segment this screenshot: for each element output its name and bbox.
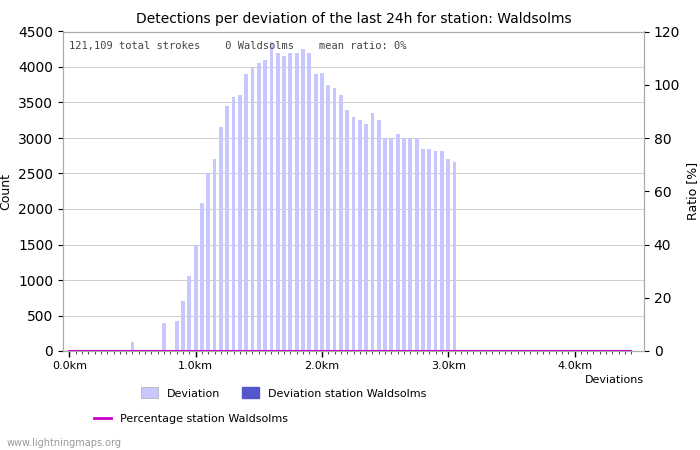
Bar [428, 148, 431, 351]
Y-axis label: Ratio [%]: Ratio [%] [686, 162, 699, 220]
Bar [219, 127, 223, 351]
Bar [213, 159, 216, 351]
Percentage station Waldsolms [141, 348, 149, 354]
Bar [434, 151, 438, 351]
Bar [402, 138, 406, 351]
Bar [307, 53, 312, 351]
Bar [257, 63, 260, 351]
Bar [370, 113, 374, 351]
Bar [383, 138, 387, 351]
Bar [453, 162, 456, 351]
Bar [364, 124, 368, 351]
Bar [314, 74, 318, 351]
Title: Detections per deviation of the last 24h for station: Waldsolms: Detections per deviation of the last 24h… [136, 12, 571, 26]
Bar [332, 88, 337, 351]
Bar [282, 56, 286, 351]
Bar [358, 120, 362, 351]
Bar [389, 140, 393, 351]
Bar [440, 151, 444, 351]
Bar [408, 138, 412, 351]
Bar [345, 110, 349, 351]
Bar [162, 323, 166, 351]
Bar [238, 95, 242, 351]
Bar [175, 321, 178, 351]
Text: 121,109 total strokes    0 Waldsolms    mean ratio: 0%: 121,109 total strokes 0 Waldsolms mean r… [69, 41, 406, 51]
Percentage station Waldsolms [65, 348, 74, 354]
Bar [270, 42, 273, 351]
Bar [295, 53, 299, 351]
Percentage station Waldsolms [602, 348, 610, 354]
Bar [377, 120, 381, 351]
Bar [188, 276, 191, 351]
Bar [301, 49, 305, 351]
Bar [447, 159, 450, 351]
Bar [200, 202, 204, 351]
Bar [276, 53, 279, 351]
Percentage station Waldsolms [533, 348, 541, 354]
Bar [395, 135, 400, 351]
Bar [351, 117, 356, 351]
Bar [251, 68, 254, 351]
Y-axis label: Count: Count [0, 173, 13, 210]
Percentage station Waldsolms [545, 348, 554, 354]
Bar [225, 106, 229, 351]
Text: Deviations: Deviations [585, 375, 644, 385]
Bar [181, 302, 185, 351]
Percentage station Waldsolms [456, 348, 465, 354]
Bar [232, 97, 235, 351]
Bar [339, 95, 343, 351]
Legend: Percentage station Waldsolms: Percentage station Waldsolms [90, 410, 292, 428]
Percentage station Waldsolms [236, 348, 244, 354]
Bar [421, 148, 425, 351]
Bar [206, 174, 210, 351]
Bar [131, 342, 134, 351]
Text: www.lightningmaps.org: www.lightningmaps.org [7, 438, 122, 448]
Bar [244, 74, 248, 351]
Bar [320, 73, 324, 351]
Bar [74, 350, 78, 351]
Bar [263, 60, 267, 351]
Percentage station Waldsolms [627, 348, 636, 354]
Bar [288, 53, 292, 351]
Bar [326, 85, 330, 351]
Bar [415, 138, 419, 351]
Bar [194, 244, 197, 351]
